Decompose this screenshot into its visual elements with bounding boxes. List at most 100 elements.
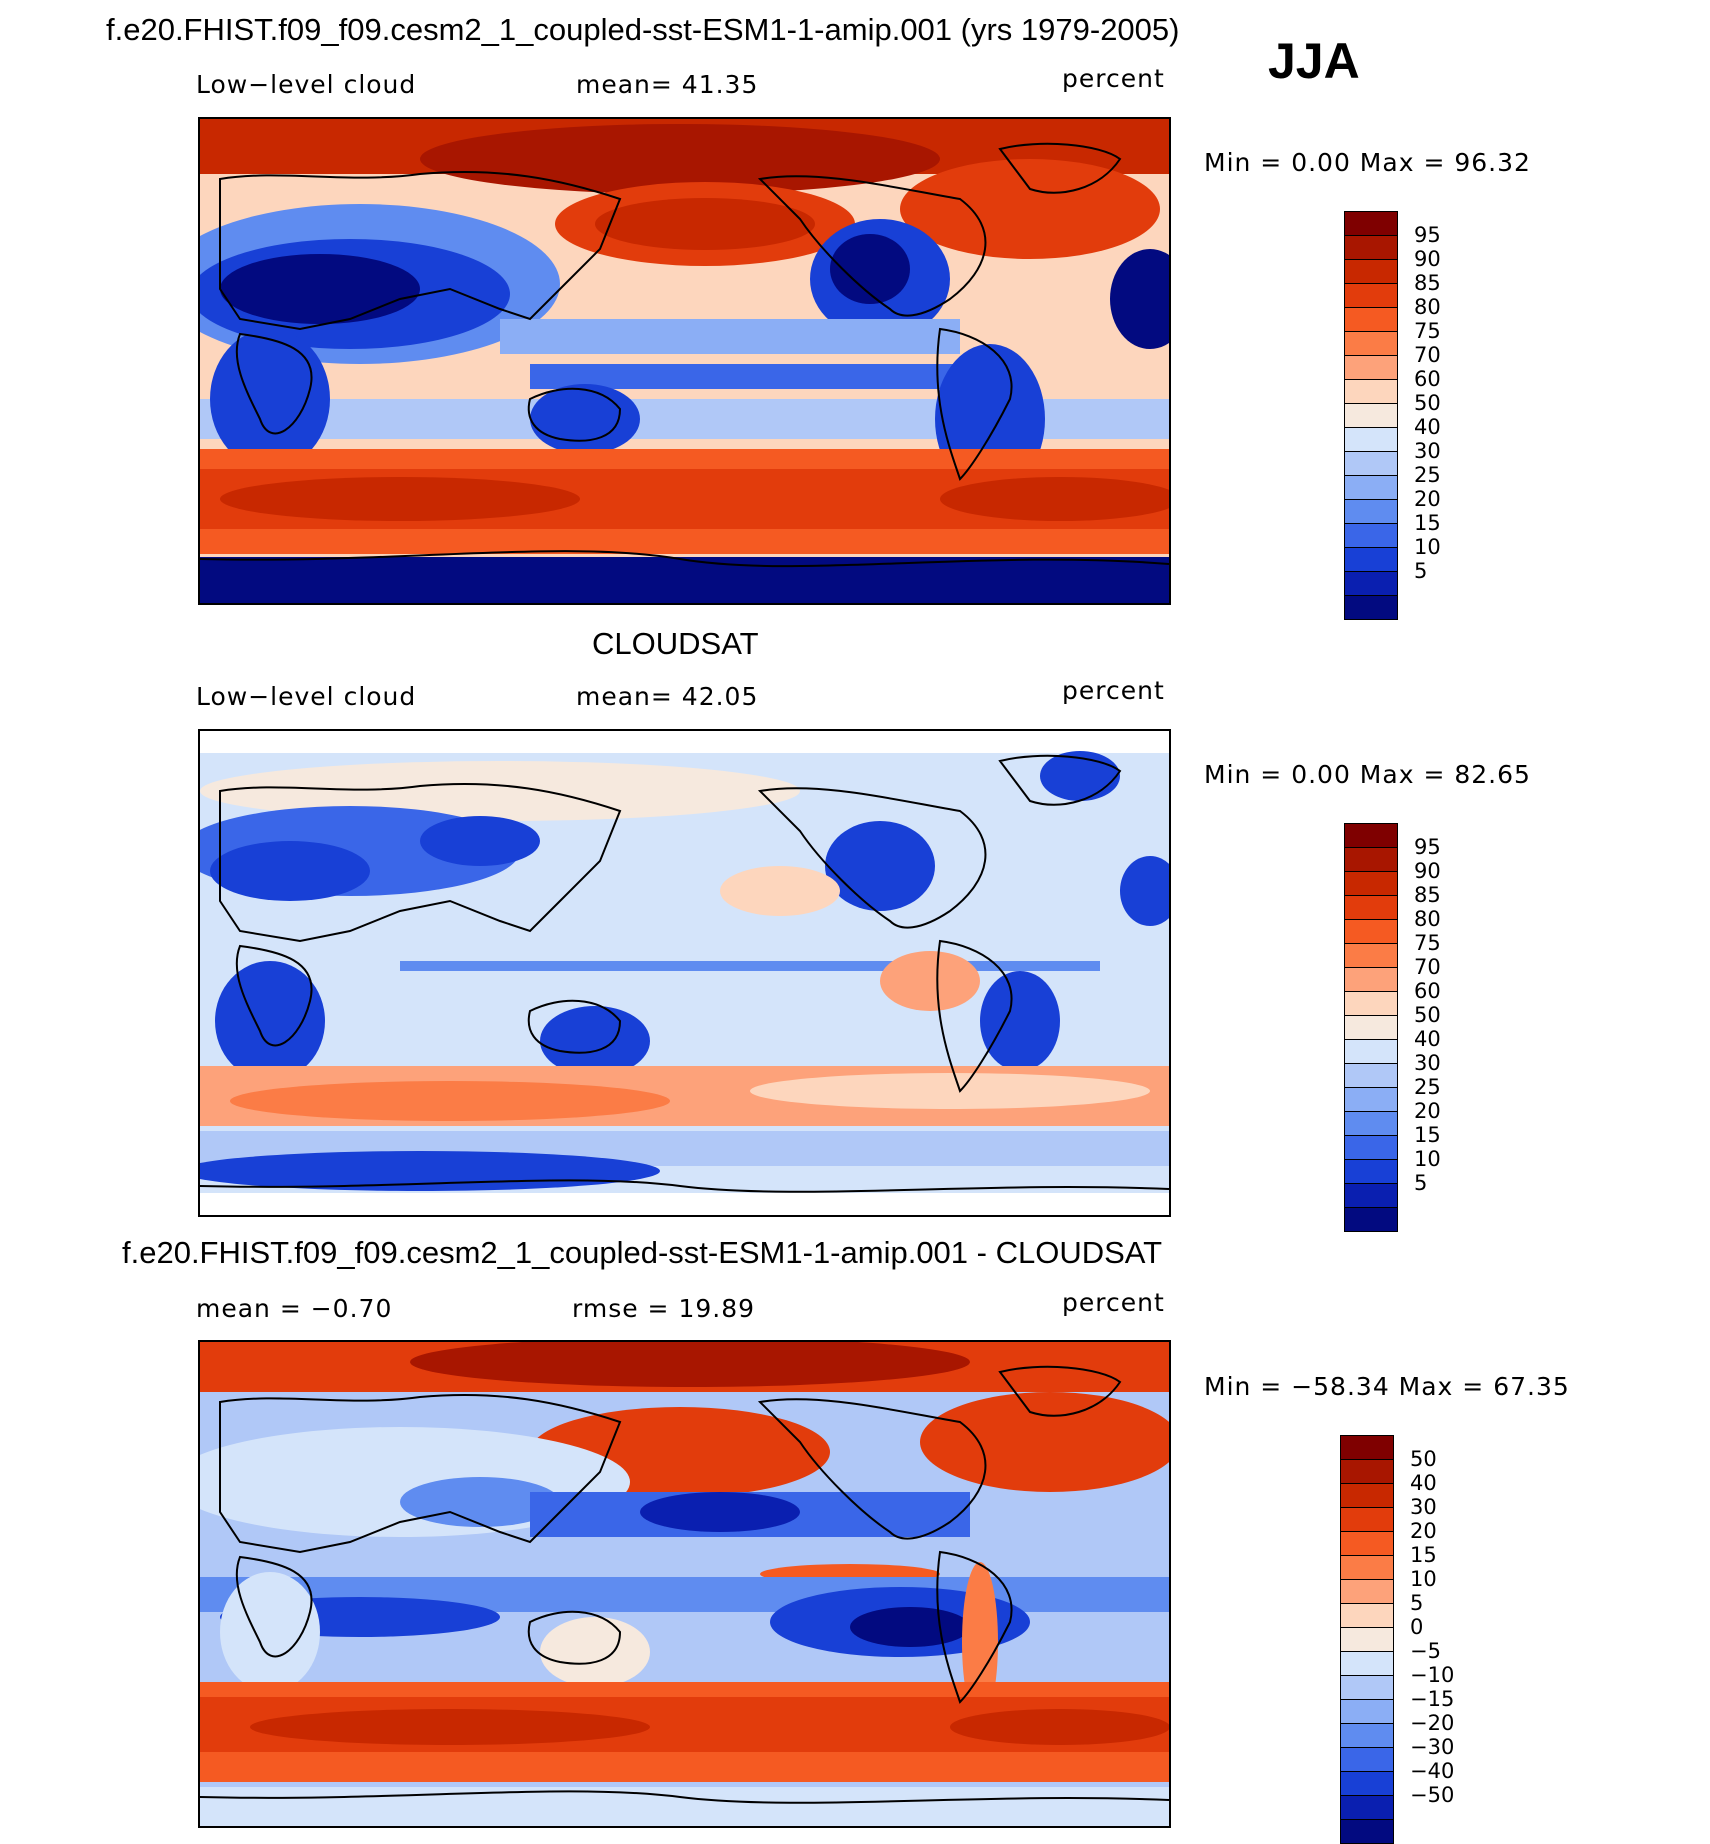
colorbar-tick-label: 5	[1410, 1591, 1424, 1615]
colorbar-swatch	[1340, 1555, 1394, 1580]
colorbar-swatch	[1340, 1699, 1394, 1724]
colorbar-tick-label: 85	[1414, 271, 1441, 295]
colorbar-tick-label: 30	[1414, 1051, 1441, 1075]
colorbar-tick-label: 25	[1414, 463, 1441, 487]
panel-2-minmax: Min = 0.00 Max = 82.65	[1204, 760, 1531, 789]
colorbar-tick-label: 70	[1414, 343, 1441, 367]
colorbar-swatch	[1344, 403, 1398, 428]
colorbar-swatch	[1344, 943, 1398, 968]
colorbar-tick-label: 50	[1414, 391, 1441, 415]
colorbar-tick-label: 90	[1414, 859, 1441, 883]
colorbar-tick-label: 40	[1410, 1471, 1437, 1495]
colorbar-swatch	[1344, 1063, 1398, 1088]
colorbar-swatch	[1344, 919, 1398, 944]
colorbar-tick-label: 70	[1414, 955, 1441, 979]
colorbar-tick-label: 75	[1414, 931, 1441, 955]
colorbar-swatch	[1344, 499, 1398, 524]
colorbar-swatch	[1340, 1579, 1394, 1604]
colorbar-swatch	[1340, 1819, 1394, 1844]
colorbar-swatch	[1344, 823, 1398, 848]
colorbar-tick-label: 80	[1414, 907, 1441, 931]
colorbar-tick-label: 5	[1414, 559, 1428, 583]
panel-3-rmse-label: rmse = 19.89	[572, 1294, 756, 1323]
colorbar-swatch	[1344, 1039, 1398, 1064]
colorbar-swatch	[1344, 547, 1398, 572]
colorbar-swatch	[1340, 1675, 1394, 1700]
colorbar-tick-label: −20	[1410, 1711, 1455, 1735]
colorbar-tick-label: 15	[1414, 511, 1441, 535]
figure-title: f.e20.FHIST.f09_f09.cesm2_1_coupled-sst-…	[106, 12, 1180, 47]
panel-3-title: f.e20.FHIST.f09_f09.cesm2_1_coupled-sst-…	[122, 1235, 1163, 1270]
colorbar-swatch	[1340, 1627, 1394, 1652]
panel-3-map	[198, 1340, 1171, 1828]
colorbar-swatch	[1344, 259, 1398, 284]
colorbar-tick-label: −10	[1410, 1663, 1455, 1687]
colorbar-swatch	[1344, 427, 1398, 452]
colorbar-tick-label: −30	[1410, 1735, 1455, 1759]
colorbar-tick-label: −15	[1410, 1687, 1455, 1711]
panel-1-units-label: percent	[1062, 64, 1165, 93]
colorbar-swatch	[1344, 595, 1398, 620]
colorbar-tick-label: 80	[1414, 295, 1441, 319]
colorbar-swatch	[1340, 1771, 1394, 1796]
colorbar-swatch	[1344, 307, 1398, 332]
colorbar-swatch	[1344, 1135, 1398, 1160]
colorbar-swatch	[1344, 1207, 1398, 1232]
panel-2-title: CLOUDSAT	[592, 626, 759, 661]
colorbar-tick-label: −50	[1410, 1783, 1455, 1807]
colorbar-swatch	[1340, 1459, 1394, 1484]
panel-3-colorbar: 50 40 30 20 15 10 5 0 −5 −10 −15 −20 −30 −40 −50	[1340, 1435, 1480, 1844]
colorbar-tick-label: 15	[1414, 1123, 1441, 1147]
colorbar-tick-label: 10	[1414, 535, 1441, 559]
panel-1-mean-label: mean= 41.35	[576, 70, 759, 99]
panel-2-mean-label: mean= 42.05	[576, 682, 759, 711]
colorbar-tick-label: 50	[1414, 1003, 1441, 1027]
colorbar-tick-label: 5	[1414, 1171, 1428, 1195]
panel-2-units-label: percent	[1062, 676, 1165, 705]
colorbar-swatch	[1344, 331, 1398, 356]
colorbar-tick-label: 30	[1410, 1495, 1437, 1519]
colorbar-tick-label: 30	[1414, 439, 1441, 463]
colorbar-swatch	[1344, 991, 1398, 1016]
colorbar-swatch	[1344, 571, 1398, 596]
colorbar-tick-label: 85	[1414, 883, 1441, 907]
colorbar-swatch	[1340, 1483, 1394, 1508]
panel-1-variable-label: Low−level cloud	[196, 70, 417, 99]
panel-3-mean-label: mean = −0.70	[196, 1294, 393, 1323]
colorbar-swatch	[1344, 1183, 1398, 1208]
colorbar-swatch	[1344, 475, 1398, 500]
colorbar-swatch	[1340, 1747, 1394, 1772]
colorbar-swatch	[1344, 1111, 1398, 1136]
colorbar-tick-label: 60	[1414, 979, 1441, 1003]
colorbar-tick-label: 95	[1414, 835, 1441, 859]
colorbar-tick-label: 15	[1410, 1543, 1437, 1567]
colorbar-swatch	[1340, 1603, 1394, 1628]
colorbar-tick-label: 0	[1410, 1615, 1424, 1639]
colorbar-tick-label: 20	[1414, 1099, 1441, 1123]
colorbar-swatch	[1344, 1087, 1398, 1112]
panel-2-variable-label: Low−level cloud	[196, 682, 417, 711]
colorbar-swatch	[1344, 235, 1398, 260]
colorbar-tick-label: 95	[1414, 223, 1441, 247]
colorbar-swatch	[1340, 1531, 1394, 1556]
colorbar-tick-label: 60	[1414, 367, 1441, 391]
panel-1-colorbar: 95 90 85 80 75 70 60 50 40 30 25 20 15 10 5	[1344, 211, 1484, 620]
colorbar-tick-label: 40	[1414, 415, 1441, 439]
colorbar-swatch	[1344, 523, 1398, 548]
panel-3-units-label: percent	[1062, 1288, 1165, 1317]
colorbar-tick-label: 25	[1414, 1075, 1441, 1099]
colorbar-tick-label: 10	[1414, 1147, 1441, 1171]
panel-1-map	[198, 117, 1171, 605]
colorbar-swatch	[1344, 451, 1398, 476]
panel-2-colorbar: 95 90 85 80 75 70 60 50 40 30 25 20 15 10 5	[1344, 823, 1484, 1232]
colorbar-tick-label: 50	[1410, 1447, 1437, 1471]
panel-1-minmax: Min = 0.00 Max = 96.32	[1204, 148, 1531, 177]
colorbar-swatch	[1340, 1795, 1394, 1820]
colorbar-swatch	[1344, 283, 1398, 308]
colorbar-swatch	[1340, 1435, 1394, 1460]
colorbar-swatch	[1340, 1507, 1394, 1532]
colorbar-swatch	[1344, 847, 1398, 872]
season-label: JJA	[1268, 33, 1360, 89]
colorbar-swatch	[1344, 871, 1398, 896]
colorbar-swatch	[1344, 355, 1398, 380]
